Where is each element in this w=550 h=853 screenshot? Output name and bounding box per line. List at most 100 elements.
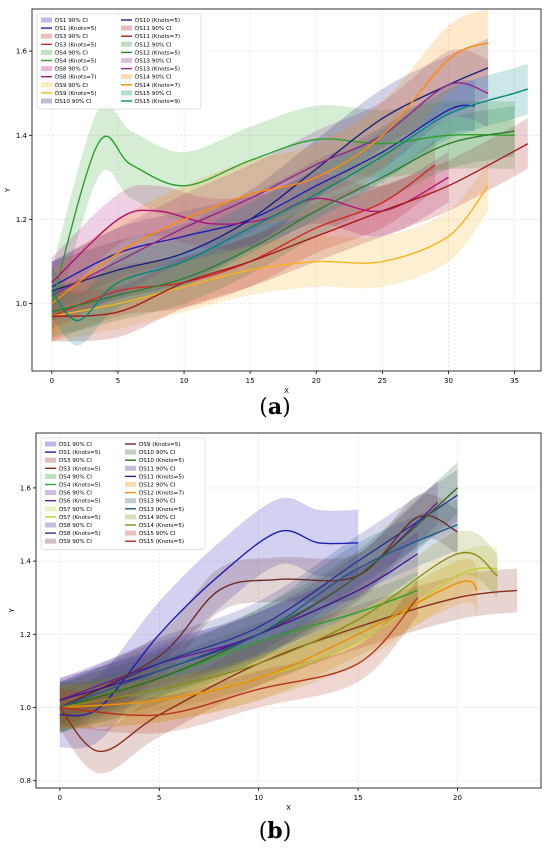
charta-legend-label-ds10-knots-5: DS10 (Knots=5) bbox=[135, 18, 180, 24]
caption-a-open: ( bbox=[259, 395, 268, 420]
charta-legend-swatch-ds3-90-ci bbox=[41, 33, 52, 39]
charta-legend-swatch-ds4-90-ci bbox=[41, 49, 52, 55]
charta-legend-label-ds10-90-ci: DS10 90% CI bbox=[55, 99, 92, 105]
chartb-xtick-label-3: 15 bbox=[354, 794, 363, 802]
chartb-legend-swatch-ds10-90-ci bbox=[125, 449, 136, 455]
charta-ytick-label-0: 1.0 bbox=[16, 300, 27, 308]
charta-series-line-ds4-knots-5 bbox=[51, 133, 515, 304]
chartb-legend-label-ds7-90-ci: DS7 90% CI bbox=[59, 507, 92, 513]
charta-legend-label-ds14-knots-7: DS14 (Knots=7) bbox=[135, 83, 180, 89]
chartb-legend-label-ds9-knots-5: DS9 (Knots=5) bbox=[139, 442, 181, 448]
chartb-legend-swatch-ds1-90-ci bbox=[45, 441, 56, 447]
charta-legend-label-ds4-knots-5: DS4 (Knots=5) bbox=[55, 59, 97, 65]
charta-series-line-ds9-knots-5 bbox=[51, 185, 489, 317]
chartb-y-axis-label: Y bbox=[8, 608, 16, 614]
chartb-ci-band-ds12-knots-7 bbox=[59, 558, 478, 730]
chartb-ci-band-ds6-knots-5 bbox=[59, 480, 438, 723]
chartb-legend-label-ds3-knots-5: DS3 (Knots=5) bbox=[59, 466, 101, 472]
chartb-ci-band-ds14-knots-5 bbox=[59, 530, 498, 730]
charta-series-line-ds8-knots-7 bbox=[51, 176, 449, 284]
charta-xtick-label-0: 0 bbox=[50, 377, 54, 385]
charta-series-line-ds12-knots-5 bbox=[51, 130, 515, 313]
charta-x-axis-label: X bbox=[284, 387, 289, 395]
chartb-legend-label-ds13-knots-5: DS13 (Knots=5) bbox=[139, 507, 184, 513]
charta-legend-label-ds3-knots-5: DS3 (Knots=5) bbox=[55, 42, 97, 48]
chartb-xtick-label-0: 0 bbox=[58, 794, 62, 802]
charta-legend-label-ds13-90-ci: DS13 90% CI bbox=[135, 59, 172, 65]
chartb-legend-label-ds12-knots-7: DS12 (Knots=7) bbox=[139, 491, 184, 497]
chartb-legend-swatch-ds7-90-ci bbox=[45, 506, 56, 512]
chartb-ytick-label-1: 1.0 bbox=[20, 704, 31, 712]
charta-ytick-label-1: 1.2 bbox=[16, 216, 27, 224]
charta-series-line-ds14-knots-7 bbox=[51, 42, 489, 305]
chartb-legend-label-ds1-knots-5: DS1 (Knots=5) bbox=[59, 450, 101, 456]
chartb-legend-swatch-ds8-90-ci bbox=[45, 522, 56, 528]
charta-legend-label-ds15-90-ci: DS15 90% CI bbox=[135, 91, 172, 97]
chartb-ytick-label-3: 1.4 bbox=[20, 558, 32, 566]
chartb-legend-label-ds11-90-ci: DS11 90% CI bbox=[139, 466, 176, 472]
charta-series-line-ds15-knots-9 bbox=[51, 88, 529, 322]
chartb-series-line-ds14-knots-5 bbox=[59, 551, 498, 709]
charta-legend-label-ds8-knots-7: DS8 (Knots=7) bbox=[55, 75, 97, 81]
charta-series-line-ds1-knots-5 bbox=[51, 104, 476, 288]
chartb-legend-label-ds1-90-ci: DS1 90% CI bbox=[59, 442, 92, 448]
chartb-xtick-label-1: 5 bbox=[157, 794, 161, 802]
chartb-legend-swatch-ds9-90-ci bbox=[45, 538, 56, 544]
chartb-xtick-label-4: 20 bbox=[453, 794, 462, 802]
charta-legend-label-ds9-knots-5: DS9 (Knots=5) bbox=[55, 91, 97, 97]
chartb-series-line-ds15-knots-5 bbox=[59, 597, 419, 717]
charta-xtick-label-7: 35 bbox=[510, 377, 519, 385]
chartb-legend-label-ds10-90-ci: DS10 90% CI bbox=[139, 450, 176, 456]
chartb-legend-label-ds14-knots-5: DS14 (Knots=5) bbox=[139, 523, 184, 529]
chart-panel-a: 0 5 10 15 20 25 30 35 1.0 1.2 1.4 1.6 X Y DS1 90% CI DS… bbox=[0, 0, 550, 395]
charta-ytick-label-3: 1.6 bbox=[16, 48, 28, 56]
chartb-ci-band-ds10-knots-5 bbox=[59, 462, 458, 734]
chartb-legend-box bbox=[40, 437, 206, 550]
charta-xtick-label-5: 25 bbox=[378, 377, 387, 385]
caption-a-close: ) bbox=[282, 395, 291, 420]
charta-ci-band-ds10-knots-5 bbox=[51, 38, 489, 321]
charta-xtick-label-2: 10 bbox=[180, 377, 189, 385]
charta-legend-label-ds3-90-ci: DS3 90% CI bbox=[55, 34, 88, 40]
chartb-ci-band-ds15-knots-5 bbox=[59, 579, 418, 734]
chartb-legend-swatch-ds4-90-ci bbox=[45, 473, 56, 479]
charta-legend-label-ds14-90-ci: DS14 90% CI bbox=[135, 75, 172, 81]
charta-ci-band-ds4-knots-5 bbox=[51, 100, 515, 338]
chartb-plot-frame bbox=[35, 432, 542, 789]
charta-xtick-label-6: 30 bbox=[444, 377, 453, 385]
charta-ci-band-ds15-knots-9 bbox=[51, 63, 528, 346]
charta-legend-swatch-ds12-90-ci bbox=[121, 41, 132, 47]
chartb-legend-swatch-ds14-90-ci bbox=[125, 514, 136, 520]
chartb-ci-band-ds3-knots-5 bbox=[59, 568, 518, 774]
charta-ytick-label-2: 1.4 bbox=[16, 132, 28, 140]
charta-legend-label-ds13-knots-5: DS13 (Knots=5) bbox=[135, 67, 180, 73]
charta-plot-frame bbox=[31, 8, 542, 372]
charta-ci-band-ds9-knots-5 bbox=[51, 160, 489, 342]
charta-legend-label-ds9-90-ci: DS9 90% CI bbox=[55, 83, 88, 89]
chartb-legend-label-ds4-90-ci: DS4 90% CI bbox=[59, 474, 92, 480]
caption-b-letter: b bbox=[267, 818, 283, 844]
chartb-legend-swatch-ds15-90-ci bbox=[125, 530, 136, 536]
charta-series-line-ds13-knots-5 bbox=[51, 82, 489, 296]
chartb-legend-label-ds4-knots-5: DS4 (Knots=5) bbox=[59, 483, 101, 489]
chartb-ytick-label-2: 1.2 bbox=[20, 631, 31, 639]
chart-panel-b: 0 5 10 15 20 0.8 1.0 1.2 1.4 1.6 X Y DS1 90% CI DS1 (… bbox=[0, 430, 550, 815]
charta-legend-swatch-ds11-90-ci bbox=[121, 25, 132, 31]
chartb-ytick-label-0: 0.8 bbox=[20, 777, 31, 785]
charta-legend-swatch-ds1-90-ci bbox=[41, 17, 52, 23]
chartb-legend-label-ds6-knots-5: DS6 (Knots=5) bbox=[59, 499, 101, 505]
chartb-ci-band-ds7-knots-5 bbox=[59, 546, 498, 730]
chartb-ytick-label-4: 1.6 bbox=[20, 484, 32, 492]
chartb-legend-label-ds7-knots-5: DS7 (Knots=5) bbox=[59, 515, 101, 521]
charta-legend-swatch-ds8-90-ci bbox=[41, 66, 52, 72]
charta-ci-band-ds1-knots-5 bbox=[51, 80, 475, 313]
chartb-series-line-ds9-knots-5 bbox=[59, 514, 458, 709]
charta-legend-label-ds12-knots-5: DS12 (Knots=5) bbox=[135, 50, 180, 56]
charta-legend-label-ds12-90-ci: DS12 90% CI bbox=[135, 42, 172, 48]
chartb-x-axis-label: X bbox=[286, 804, 291, 812]
chartb-legend-label-ds8-knots-5: DS8 (Knots=5) bbox=[59, 531, 101, 537]
charta-legend-label-ds1-90-ci: DS1 90% CI bbox=[55, 18, 88, 24]
chartb-legend-label-ds10-knots-5: DS10 (Knots=5) bbox=[139, 458, 184, 464]
charta-ci-band-ds11-knots-7 bbox=[51, 118, 528, 342]
chart-a-svg: 0 5 10 15 20 25 30 35 1.0 1.2 1.4 1.6 X Y DS1 90% CI DS… bbox=[4, 8, 542, 395]
